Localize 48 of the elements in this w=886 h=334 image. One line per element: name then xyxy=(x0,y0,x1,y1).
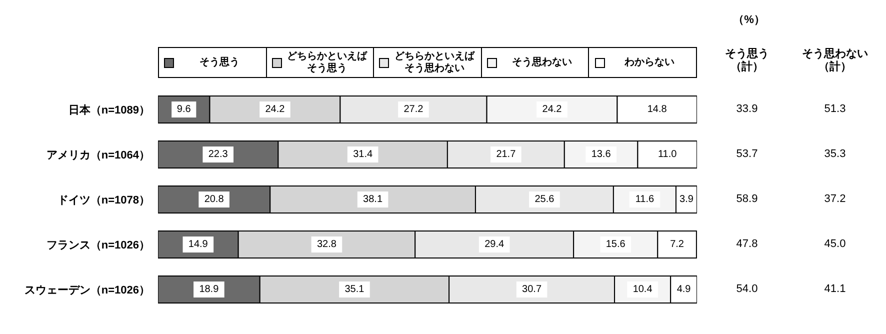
data-label: 24.2 xyxy=(542,104,562,115)
text: 37.2 xyxy=(823,192,847,204)
data-label: 31.4 xyxy=(353,149,373,160)
y-tick-label: フランス（n=1026） xyxy=(46,239,150,252)
data-label: 20.8 xyxy=(204,194,224,205)
data-label: 7.2 xyxy=(670,239,684,250)
legend-label: どちらかといえばそう思わない xyxy=(393,50,476,74)
text: そう思う xyxy=(198,56,240,68)
y-tick-label: スウェーデン（n=1026） xyxy=(24,284,150,296)
y-tick-label: 日本（n=1089） xyxy=(68,103,150,116)
text: 45.0 xyxy=(823,238,847,250)
data-label: 25.6 xyxy=(534,194,555,205)
data-label: 11.0 xyxy=(658,149,678,160)
text: 35.3 xyxy=(823,148,847,160)
data-label: 11.6 xyxy=(635,194,655,205)
data-label: 22.3 xyxy=(208,149,228,160)
data-label: 18.9 xyxy=(199,284,220,295)
y-tick-label: ドイツ（n=1078） xyxy=(57,194,150,206)
data-label: 9.6 xyxy=(176,104,192,115)
text: そう思う（計） xyxy=(724,48,770,74)
data-label: 30.7 xyxy=(522,284,542,295)
text: 41.1 xyxy=(823,282,847,294)
data-label: 15.6 xyxy=(606,239,626,250)
data-label: 13.6 xyxy=(591,149,612,160)
data-label: 32.8 xyxy=(316,239,337,250)
data-label: 4.9 xyxy=(676,284,692,295)
text: 54.0 xyxy=(735,282,759,294)
data-label: 38.1 xyxy=(363,194,383,205)
data-label: 14.9 xyxy=(188,239,208,250)
data-label: 10.4 xyxy=(632,284,653,295)
data-label: 29.4 xyxy=(484,239,505,250)
y-tick-label: アメリカ（n=1064） xyxy=(46,149,150,162)
text: 33.9 xyxy=(735,102,759,114)
text: 51.3 xyxy=(823,102,847,114)
legend-label: そう思わない xyxy=(511,56,574,68)
data-label: 3.9 xyxy=(680,194,694,205)
text: （%） xyxy=(732,13,766,27)
data-label: 14.8 xyxy=(647,104,668,115)
text: そう思わない（計） xyxy=(801,48,869,74)
data-label: 27.2 xyxy=(404,104,424,115)
text: 58.9 xyxy=(735,192,759,204)
legend-label: どちらかといえばそう思う xyxy=(286,50,368,74)
text: 47.8 xyxy=(735,238,759,250)
text: 53.7 xyxy=(735,148,759,160)
data-label: 24.2 xyxy=(265,104,286,115)
legend-label: わからない xyxy=(624,56,676,68)
data-label: 35.1 xyxy=(344,284,365,295)
data-label: 21.7 xyxy=(496,149,516,160)
